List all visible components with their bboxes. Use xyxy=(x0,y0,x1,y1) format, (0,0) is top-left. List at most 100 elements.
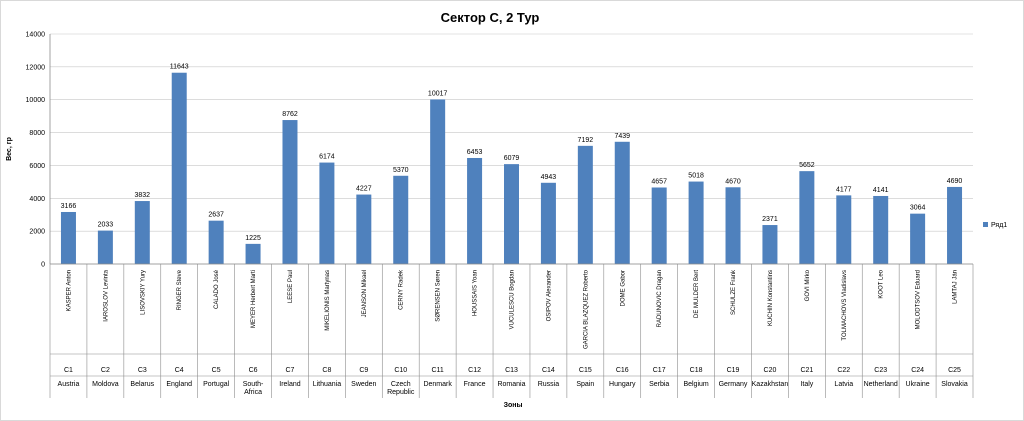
legend: Ряд1 xyxy=(983,222,1007,229)
participant-label: SØRENSEN Søren xyxy=(436,270,442,322)
data-label: 2637 xyxy=(208,212,224,219)
bar xyxy=(947,186,963,264)
chart-title: Сектор С, 2 Тур xyxy=(441,10,540,25)
zone-label: C11 xyxy=(431,367,443,374)
zone-label: C23 xyxy=(874,367,887,374)
country-label: Slovakia xyxy=(941,381,968,388)
data-label: 4141 xyxy=(873,187,889,194)
data-label: 8762 xyxy=(282,111,298,118)
country-label: Africa xyxy=(244,389,262,396)
bar xyxy=(910,213,926,264)
country-label: Portugal xyxy=(203,381,230,388)
bar xyxy=(725,187,741,264)
participant-label: KOOT Leo xyxy=(879,269,885,298)
country-label: Lithuania xyxy=(313,381,342,388)
participant-label: HOUSSAIS Yoan xyxy=(473,270,479,316)
country-label: Spain xyxy=(576,381,594,388)
country-label: Netherland xyxy=(864,381,898,388)
participant-label: MOLODTSOV Eduard xyxy=(916,270,922,329)
bar xyxy=(577,145,593,264)
bar xyxy=(799,171,815,264)
bar xyxy=(467,157,483,264)
bar xyxy=(836,195,852,264)
data-label: 10017 xyxy=(428,90,448,97)
participant-label: CERNY Radek xyxy=(399,269,405,310)
participant-label: JEANSON Mikael xyxy=(362,270,368,317)
country-label: Belarus xyxy=(130,381,154,388)
data-label: 7439 xyxy=(614,133,630,140)
x-axis-categories: KASPER Anton C1 Austria IAROSLOV Levinta C2 M… xyxy=(49,263,974,398)
zone-label: C2 xyxy=(101,367,110,374)
bar xyxy=(762,225,778,264)
y-axis-title: Вес, гр xyxy=(6,137,13,161)
bar xyxy=(430,99,446,264)
y-tick-label: 12000 xyxy=(26,64,46,71)
country-label: Latvia xyxy=(834,381,853,388)
data-label: 6453 xyxy=(467,149,483,156)
country-label: Romania xyxy=(497,381,525,388)
participant-label: LISOVSKIY Yury xyxy=(140,270,146,315)
y-tick-label: 4000 xyxy=(29,196,45,203)
data-label: 5018 xyxy=(688,173,704,180)
y-tick-label: 14000 xyxy=(26,32,46,39)
participant-label: DE MULDER Bert xyxy=(694,270,700,318)
data-label: 4177 xyxy=(836,186,852,193)
country-label: Serbia xyxy=(649,381,669,388)
country-label: Kazakhstan xyxy=(752,381,789,388)
participant-label: DOME Gabor xyxy=(620,270,626,306)
bar xyxy=(540,182,556,264)
zone-label: C24 xyxy=(911,367,924,374)
bar xyxy=(356,194,372,264)
country-label: Sweden xyxy=(351,381,376,388)
data-label: 4670 xyxy=(725,178,741,185)
bar xyxy=(171,72,187,265)
participant-label: MEYER Herbert Marti xyxy=(251,270,257,328)
country-label: Ukraine xyxy=(906,381,930,388)
participant-label: VUCULESCU Bogdan xyxy=(510,270,516,329)
bar xyxy=(504,164,519,264)
country-label: Denmark xyxy=(423,381,452,388)
zone-label: C4 xyxy=(175,367,184,374)
y-tick-label: 6000 xyxy=(29,163,45,170)
participant-label: GOVI Mirko xyxy=(805,269,811,301)
y-tick-label: 10000 xyxy=(26,97,46,104)
y-tick-label: 0 xyxy=(41,262,45,269)
zone-label: C12 xyxy=(468,367,481,374)
zone-label: C20 xyxy=(764,367,777,374)
bar xyxy=(614,141,630,264)
data-label: 6174 xyxy=(319,154,335,161)
participant-label: LAMTAJ Ján xyxy=(953,270,959,304)
data-label: 2033 xyxy=(98,222,114,229)
zone-label: C17 xyxy=(653,367,666,374)
bar xyxy=(688,181,704,264)
participant-label: KUCHIN Konstantins xyxy=(768,270,774,326)
data-label: 3832 xyxy=(135,192,151,199)
country-label: Russia xyxy=(538,381,560,388)
bar xyxy=(134,201,150,264)
zone-label: C5 xyxy=(212,367,221,374)
participant-label: IAROSLOV Levinta xyxy=(103,269,109,321)
zone-label: C19 xyxy=(727,367,740,374)
data-label: 3064 xyxy=(910,205,926,212)
x-axis-title: Зоны xyxy=(504,402,523,409)
data-label: 7192 xyxy=(578,137,594,144)
data-label: 4943 xyxy=(541,174,557,181)
zone-label: C18 xyxy=(690,367,703,374)
bar-series: 3166 2033 3832 11643 2637 1225 8762 6174 4227 537… xyxy=(60,64,963,265)
country-label: Belgium xyxy=(683,381,708,388)
data-label: 4690 xyxy=(947,178,963,185)
bar xyxy=(245,243,261,264)
country-label: France xyxy=(464,381,486,388)
bar xyxy=(60,211,76,264)
data-label: 2371 xyxy=(762,216,778,223)
data-label: 1225 xyxy=(245,235,261,242)
participant-label: LEESE Paul xyxy=(288,270,294,303)
zone-label: C22 xyxy=(837,367,850,374)
data-label: 5652 xyxy=(799,162,815,169)
participant-label: TOLMACHOVS Vladislavs xyxy=(842,270,848,341)
legend-swatch xyxy=(983,222,988,227)
zone-label: C13 xyxy=(505,367,518,374)
country-label: England xyxy=(166,381,192,388)
zone-label: C25 xyxy=(948,367,961,374)
